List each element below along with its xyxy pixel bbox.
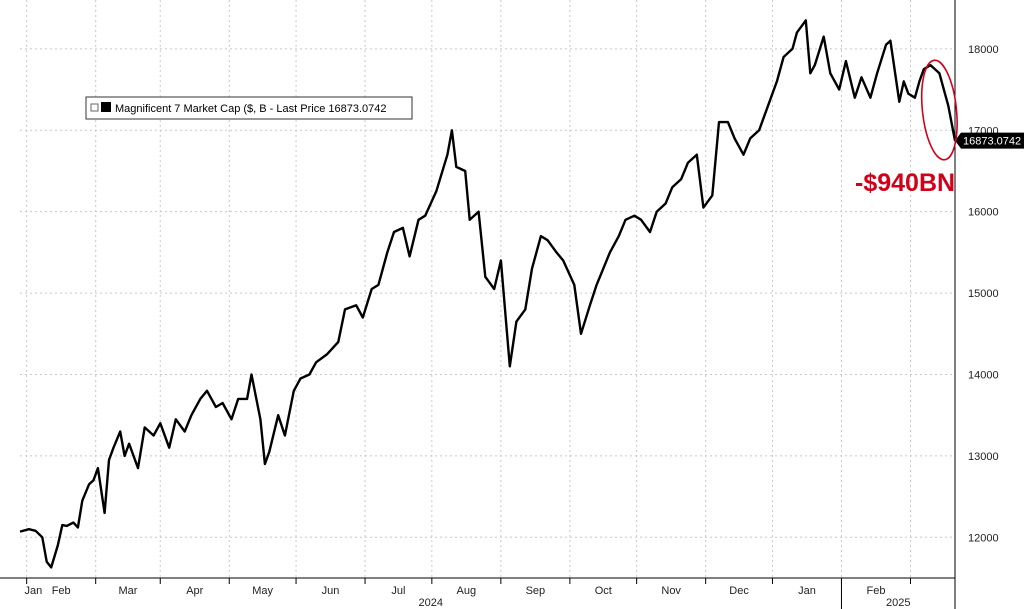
x-tick-label: Feb (866, 585, 885, 597)
x-tick-label: May (252, 585, 273, 597)
x-tick-label: Oct (595, 585, 612, 597)
legend: Magnificent 7 Market Cap ($, B - Last Pr… (85, 96, 413, 120)
y-tick-label: 16000 (968, 207, 999, 219)
year-label: 2025 (886, 597, 910, 609)
last-price-box (955, 132, 1024, 149)
x-tick-label: Jan (24, 585, 42, 597)
x-tick-label: Jul (391, 585, 405, 597)
last-price-label: 16873.0742 (955, 132, 1024, 149)
x-tick-label: Jan (798, 585, 816, 597)
y-tick-label: 15000 (968, 288, 999, 300)
x-tick-label: Nov (661, 585, 681, 597)
y-tick-label: 13000 (968, 451, 999, 463)
annotation-ellipse (920, 59, 958, 161)
legend-label: Magnificent 7 Market Cap ($, B - Last Pr… (115, 103, 386, 115)
series-layer (19, 19, 957, 569)
y-tick-label: 14000 (968, 369, 999, 381)
legend-box (85, 96, 413, 120)
x-tick-label: Sep (526, 585, 546, 597)
legend-swatch (101, 102, 111, 112)
annotation-layer: 16873.0742 -$940BN (855, 59, 1024, 197)
x-tick-label: Jun (322, 585, 340, 597)
x-tick-label: Aug (457, 585, 477, 597)
y-tick-label: 18000 (968, 44, 999, 56)
x-tick-label: Mar (118, 585, 137, 597)
x-tick-label: Dec (729, 585, 749, 597)
legend-expand-icon[interactable] (90, 103, 99, 112)
grid-layer (20, 0, 955, 578)
year-label: 2024 (418, 597, 442, 609)
x-tick-label: Apr (186, 585, 203, 597)
annotation-text: -$940BN (855, 169, 955, 197)
y-tick-label: 12000 (968, 532, 999, 544)
last-price-text: 16873.0742 (963, 136, 1021, 148)
x-tick-label: Feb (52, 585, 71, 597)
series-line (19, 19, 957, 569)
